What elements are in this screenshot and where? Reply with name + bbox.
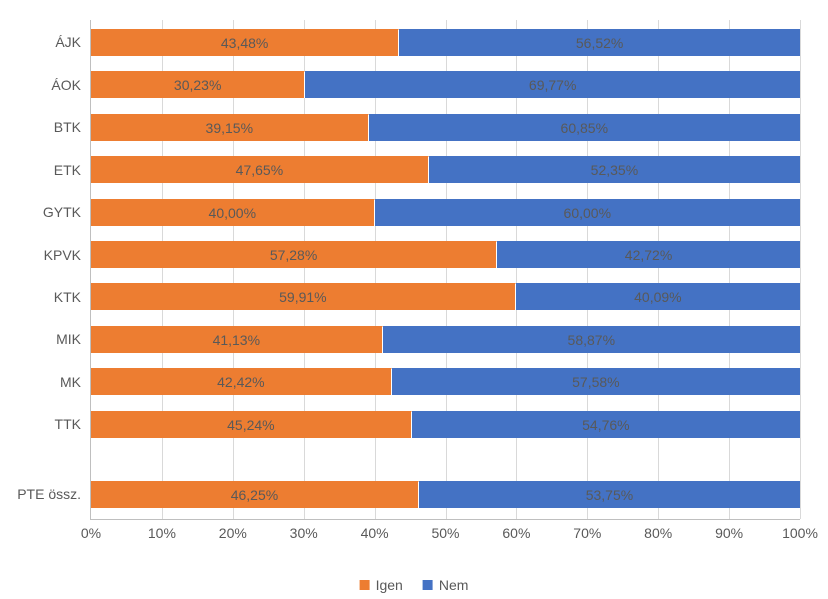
bar-segment-nem: 40,09%: [516, 283, 800, 310]
bar-segment-nem: 53,75%: [419, 481, 800, 508]
bar-segment-nem: 52,35%: [429, 156, 800, 183]
legend: Igen Nem: [360, 577, 469, 593]
bar-row: 46,25%53,75%: [91, 481, 800, 508]
bar-segment-igen: 47,65%: [91, 156, 429, 183]
bar-row: 42,42%57,58%: [91, 368, 800, 395]
xtick-label: 0%: [81, 525, 101, 541]
bar-segment-igen: 59,91%: [91, 283, 516, 310]
xtick-label: 10%: [148, 525, 176, 541]
bar-segment-nem: 57,58%: [392, 368, 800, 395]
bar-row: 30,23%69,77%: [91, 71, 800, 98]
ytick-label: MK: [60, 374, 81, 390]
xtick-label: 50%: [431, 525, 459, 541]
bar-segment-igen: 39,15%: [91, 114, 369, 141]
bar-segment-igen: 40,00%: [91, 199, 375, 226]
bar-segment-igen: 46,25%: [91, 481, 419, 508]
legend-label-nem: Nem: [439, 577, 469, 593]
bar-row: 39,15%60,85%: [91, 114, 800, 141]
bar-segment-igen: 42,42%: [91, 368, 392, 395]
plot-area: 0%10%20%30%40%50%60%70%80%90%100%ÁJK43,4…: [90, 20, 800, 520]
ytick-label: ÁOK: [51, 77, 81, 93]
ytick-label: BTK: [54, 119, 81, 135]
ytick-label: PTE össz.: [17, 486, 81, 502]
ytick-label: MIK: [56, 331, 81, 347]
xtick-label: 60%: [502, 525, 530, 541]
bar-row: 40,00%60,00%: [91, 199, 800, 226]
bar-segment-nem: 69,77%: [305, 71, 800, 98]
bar-row: 45,24%54,76%: [91, 411, 800, 438]
ytick-label: KTK: [54, 289, 81, 305]
bar-segment-igen: 41,13%: [91, 326, 383, 353]
ytick-label: KPVK: [44, 247, 81, 263]
legend-label-igen: Igen: [376, 577, 403, 593]
bar-segment-nem: 60,00%: [375, 199, 800, 226]
legend-item-igen: Igen: [360, 577, 403, 593]
xtick-label: 80%: [644, 525, 672, 541]
legend-swatch-igen: [360, 580, 370, 590]
ytick-label: ETK: [54, 162, 81, 178]
bar-row: 41,13%58,87%: [91, 326, 800, 353]
bar-segment-igen: 43,48%: [91, 29, 399, 56]
gridline: [800, 20, 801, 519]
bar-segment-igen: 30,23%: [91, 71, 305, 98]
bar-segment-igen: 45,24%: [91, 411, 412, 438]
ytick-label: TTK: [55, 416, 81, 432]
legend-swatch-nem: [423, 580, 433, 590]
ytick-label: ÁJK: [55, 34, 81, 50]
bar-segment-nem: 42,72%: [497, 241, 800, 268]
xtick-label: 100%: [782, 525, 818, 541]
bar-row: 59,91%40,09%: [91, 283, 800, 310]
ytick-label: GYTK: [43, 204, 81, 220]
bar-row: 57,28%42,72%: [91, 241, 800, 268]
xtick-label: 30%: [290, 525, 318, 541]
bar-row: 47,65%52,35%: [91, 156, 800, 183]
chart-container: 0% 10% 20% 30% 40% 50% 60% 70% 80% 90% 100% ÁJK 43,4…: [0, 0, 828, 599]
bar-row: 43,48%56,52%: [91, 29, 800, 56]
bar-segment-igen: 57,28%: [91, 241, 497, 268]
xtick-label: 90%: [715, 525, 743, 541]
bar-segment-nem: 58,87%: [383, 326, 800, 353]
xtick-label: 70%: [573, 525, 601, 541]
bar-segment-nem: 60,85%: [369, 114, 800, 141]
bar-segment-nem: 56,52%: [399, 29, 800, 56]
xtick-label: 20%: [219, 525, 247, 541]
bar-segment-nem: 54,76%: [412, 411, 800, 438]
legend-item-nem: Nem: [423, 577, 469, 593]
xtick-label: 40%: [361, 525, 389, 541]
